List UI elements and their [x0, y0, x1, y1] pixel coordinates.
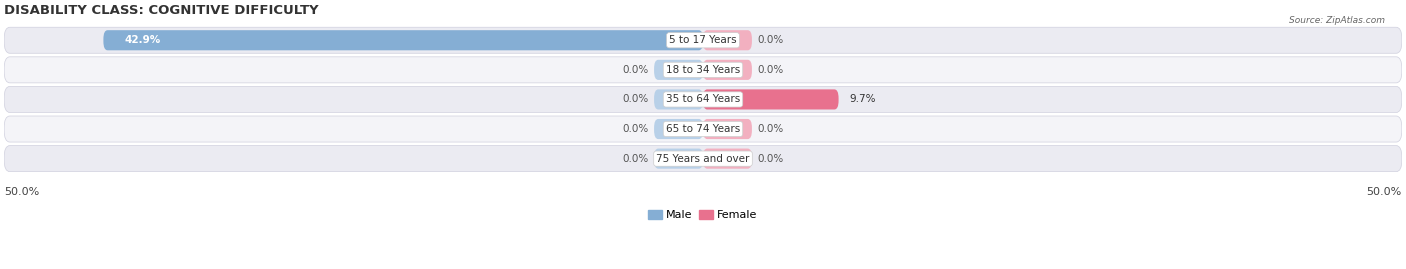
FancyBboxPatch shape	[703, 60, 752, 80]
FancyBboxPatch shape	[703, 148, 752, 169]
FancyBboxPatch shape	[703, 30, 752, 50]
Text: 0.0%: 0.0%	[623, 124, 648, 134]
Text: 35 to 64 Years: 35 to 64 Years	[666, 94, 740, 104]
FancyBboxPatch shape	[654, 148, 703, 169]
FancyBboxPatch shape	[4, 146, 1402, 172]
FancyBboxPatch shape	[654, 60, 703, 80]
FancyBboxPatch shape	[104, 30, 703, 50]
FancyBboxPatch shape	[703, 119, 752, 139]
Text: 0.0%: 0.0%	[758, 124, 783, 134]
Text: 5 to 17 Years: 5 to 17 Years	[669, 35, 737, 45]
Text: 0.0%: 0.0%	[758, 35, 783, 45]
FancyBboxPatch shape	[4, 27, 1402, 53]
FancyBboxPatch shape	[4, 116, 1402, 142]
Text: 50.0%: 50.0%	[1367, 187, 1402, 197]
Text: 42.9%: 42.9%	[124, 35, 160, 45]
Text: Source: ZipAtlas.com: Source: ZipAtlas.com	[1289, 16, 1385, 25]
FancyBboxPatch shape	[4, 86, 1402, 112]
Text: 0.0%: 0.0%	[623, 154, 648, 164]
Text: 75 Years and over: 75 Years and over	[657, 154, 749, 164]
Text: 50.0%: 50.0%	[4, 187, 39, 197]
FancyBboxPatch shape	[703, 89, 838, 109]
Text: 0.0%: 0.0%	[623, 65, 648, 75]
Text: 18 to 34 Years: 18 to 34 Years	[666, 65, 740, 75]
Text: 0.0%: 0.0%	[758, 154, 783, 164]
Text: 65 to 74 Years: 65 to 74 Years	[666, 124, 740, 134]
FancyBboxPatch shape	[4, 57, 1402, 83]
FancyBboxPatch shape	[654, 89, 703, 109]
Text: DISABILITY CLASS: COGNITIVE DIFFICULTY: DISABILITY CLASS: COGNITIVE DIFFICULTY	[4, 4, 319, 17]
Legend: Male, Female: Male, Female	[644, 205, 762, 225]
FancyBboxPatch shape	[654, 119, 703, 139]
Text: 0.0%: 0.0%	[758, 65, 783, 75]
Text: 0.0%: 0.0%	[623, 94, 648, 104]
Text: 9.7%: 9.7%	[849, 94, 876, 104]
